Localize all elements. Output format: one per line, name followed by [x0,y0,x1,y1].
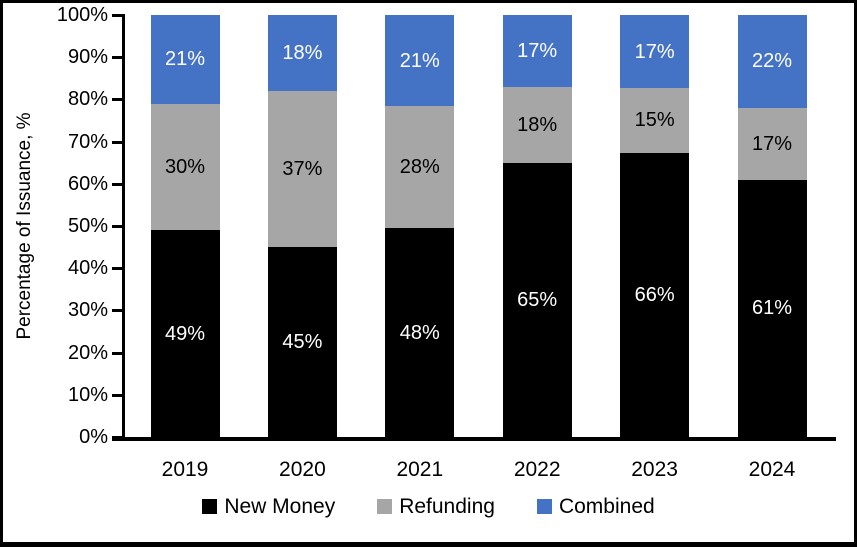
bar-segment-label: 18% [282,41,323,64]
bar-segment-new-money-2021: 48% [385,228,455,437]
legend-label: New Money [224,495,336,518]
y-tick-label: 100% [56,4,108,26]
legend-label: Combined [558,495,655,518]
bar-segment-refunding-2019: 30% [150,103,220,231]
legend-item-refunding: Refunding [377,496,495,517]
bar-segment-combined-2022: 17% [502,15,572,87]
bar-segment-combined-2023: 17% [620,15,690,89]
legend-swatch [536,499,552,514]
bar-segment-refunding-2020: 37% [267,90,337,248]
bar-segment-label: 61% [751,297,793,320]
y-tick-mark [112,140,125,144]
legend-item-new-money: New Money [202,496,335,517]
legend-item-combined: Combined [536,495,655,518]
y-tick-mark [112,225,125,228]
y-tick-label: 50% [67,215,108,237]
y-tick-mark [112,98,125,102]
y-tick-mark [112,14,125,17]
bar-segment-combined-2020: 18% [267,15,337,91]
x-axis-line [112,437,836,441]
bar-segment-label: 15% [634,109,675,132]
bar-segment-new-money-2023: 66% [620,152,690,437]
x-tick-label-2023: 2023 [631,458,678,481]
bar-segment-new-money-2020: 45% [267,247,337,437]
y-tick-mark [112,182,125,186]
bar-segment-label: 21% [164,48,206,71]
bar-segment-label: 17% [517,39,558,62]
bar-segment-label: 65% [517,288,558,311]
x-tick-label-2021: 2021 [396,458,444,481]
bar-segment-combined-2019: 21% [150,15,220,104]
y-axis-line [122,15,125,440]
x-tick-label-2019: 2019 [161,458,209,481]
x-tick-label-2020: 2020 [279,458,326,481]
bar-segment-refunding-2021: 28% [385,106,455,229]
bar-segment-refunding-2024: 17% [737,107,807,180]
chart-canvas: Percentage of Issuance, % 0% 10% 20% 30% 40%… [3,3,854,542]
y-tick-mark [112,393,125,397]
legend-swatch [377,499,393,514]
y-tick-mark [112,56,125,60]
y-tick-label: 70% [67,130,108,153]
y-tick-label: 20% [67,341,108,364]
bar-segment-label: 45% [282,331,323,354]
y-tick-label: 30% [67,299,108,322]
bar-segment-label: 18% [517,113,558,136]
legend: New Money Refunding Combined [3,496,854,517]
legend-swatch [202,499,218,514]
y-tick-label: 80% [67,88,108,111]
y-tick-label: 10% [67,383,108,406]
bar-segment-new-money-2022: 65% [502,162,572,437]
bar-segment-label: 28% [399,156,440,179]
bar-segment-combined-2021: 21% [385,15,455,107]
bar-segment-label: 30% [164,155,206,178]
y-tick-mark [112,309,125,313]
y-tick-label: 90% [67,46,108,69]
bar-segment-label: 17% [634,40,675,63]
bar-segment-label: 66% [634,283,675,306]
bar-segment-refunding-2023: 15% [620,88,690,153]
bar-segment-label: 17% [751,132,793,155]
bar-segment-refunding-2022: 18% [502,86,572,163]
bar-segment-combined-2024: 22% [737,15,807,108]
bar-segment-new-money-2019: 49% [150,230,220,437]
x-tick-label-2022: 2022 [513,458,561,481]
legend-label: Refunding [399,495,495,518]
y-axis-title: Percentage of Issuance, % [14,112,35,340]
bar-segment-label: 22% [751,50,793,73]
bar-segment-label: 21% [399,49,440,72]
y-tick-label: 40% [67,257,108,280]
y-tick-mark [112,351,125,355]
y-tick-mark [112,267,125,271]
bar-segment-label: 48% [399,321,440,344]
bar-segment-new-money-2024: 61% [737,179,807,437]
y-tick-label: 0% [79,426,108,448]
x-tick-label-2024: 2024 [748,458,796,481]
y-tick-label: 60% [67,172,108,195]
bar-segment-label: 37% [282,158,323,181]
bar-segment-label: 49% [164,322,206,345]
